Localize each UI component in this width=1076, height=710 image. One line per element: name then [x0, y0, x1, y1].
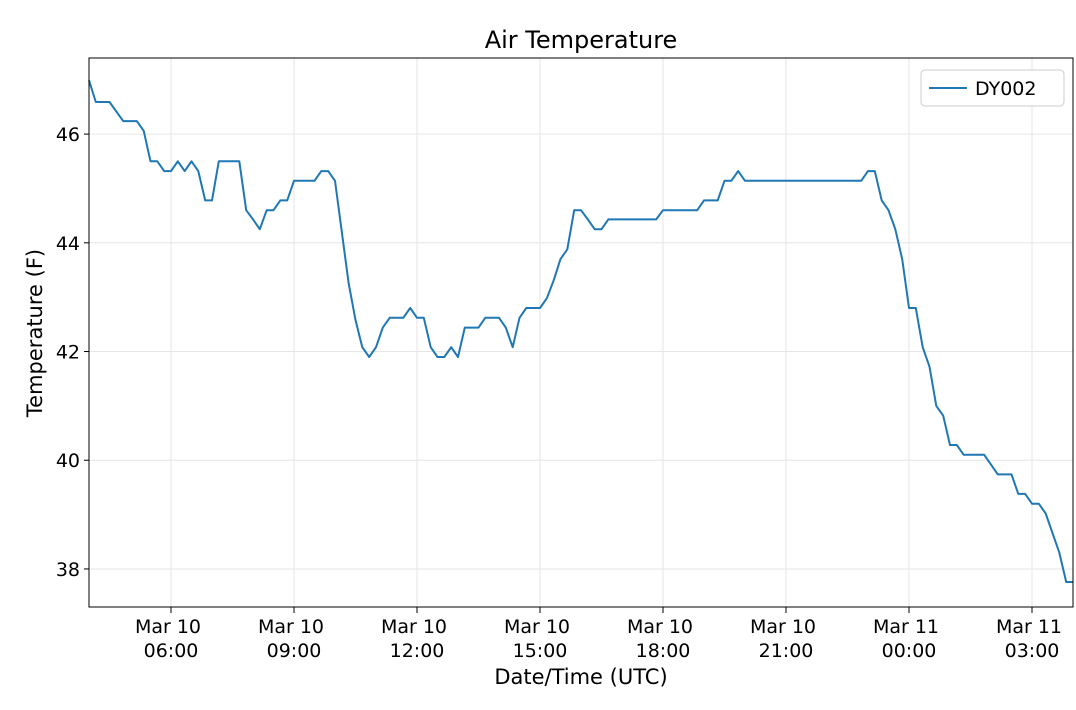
- x-tick-time: 12:00: [390, 640, 445, 662]
- x-tick-date: Mar 10: [627, 616, 699, 638]
- legend-box: [920, 69, 1065, 107]
- x-tick-label: Mar 10 12:00: [381, 616, 453, 662]
- data-line: [88, 80, 1073, 583]
- x-tick-time: 21:00: [759, 640, 814, 662]
- x-tick-label: Mar 10 15:00: [504, 616, 576, 662]
- y-tick-label: 42: [56, 342, 80, 364]
- x-tick-label: Mar 10 21:00: [750, 616, 822, 662]
- x-tick-label: Mar 10 09:00: [258, 616, 330, 662]
- x-tick-label: Mar 11 00:00: [873, 616, 945, 662]
- x-tick-date: Mar 10: [504, 616, 576, 638]
- legend-label: DY002: [975, 78, 1036, 100]
- y-tick-label: 40: [56, 450, 80, 472]
- x-tick-label: Mar 10 18:00: [627, 616, 699, 662]
- x-tick-time: 03:00: [1005, 640, 1060, 662]
- plot-frame: [88, 57, 1074, 608]
- y-tick-label: 44: [56, 233, 80, 255]
- y-axis-label: Temperature (F): [23, 249, 47, 418]
- x-axis-label: Date/Time (UTC): [494, 665, 667, 689]
- x-tick-date: Mar 10: [135, 616, 207, 638]
- x-tick-time: 00:00: [882, 640, 937, 662]
- x-tick-time: 18:00: [636, 640, 691, 662]
- x-tick-time: 15:00: [513, 640, 568, 662]
- x-tick-label: Mar 11 03:00: [996, 616, 1068, 662]
- y-tick-label: 46: [56, 124, 80, 146]
- x-tick-date: Mar 11: [873, 616, 945, 638]
- x-tick-date: Mar 10: [381, 616, 453, 638]
- x-tick-date: Mar 11: [996, 616, 1068, 638]
- x-tick-time: 09:00: [267, 640, 322, 662]
- x-tick-date: Mar 10: [258, 616, 330, 638]
- x-tick-time: 06:00: [144, 640, 199, 662]
- x-tick-label: Mar 10 06:00: [135, 616, 207, 662]
- chart-title: Air Temperature: [485, 26, 678, 54]
- x-tick-date: Mar 10: [750, 616, 822, 638]
- y-tick-label: 38: [56, 559, 80, 581]
